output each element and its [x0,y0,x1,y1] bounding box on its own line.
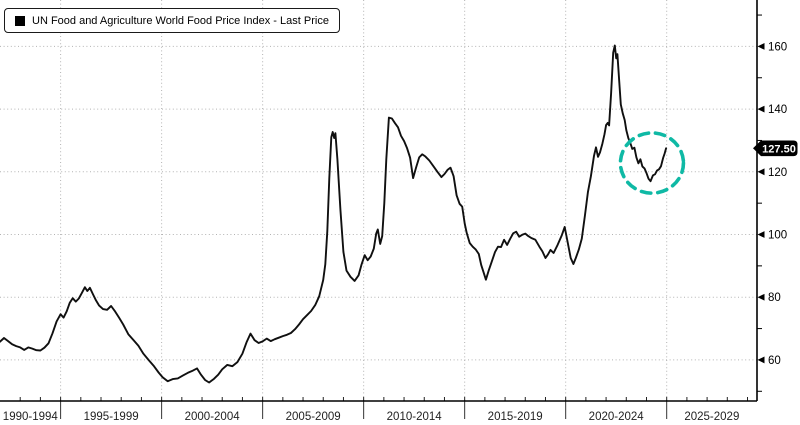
x-axis-block-label: 2015-2019 [488,411,543,423]
x-axis-block-label: 1990-1994 [3,411,59,423]
price-line-series [0,44,668,384]
x-axis-block-label: 2005-2009 [286,411,341,423]
y-tick-arrow-icon [757,43,765,50]
legend[interactable]: UN Food and Agriculture World Food Price… [4,8,340,33]
legend-label: UN Food and Agriculture World Food Price… [32,14,329,27]
y-tick-arrow-icon [757,293,765,301]
y-axis-tick-label: 80 [768,292,781,304]
x-axis-block-label: 2000-2004 [185,411,241,423]
x-axis-block-label: 1995-1999 [84,411,139,423]
y-tick-arrow-icon [757,356,765,364]
highlight-circle-annotation [618,131,686,195]
y-axis-tick-label: 120 [768,167,787,179]
y-axis-tick-label: 160 [768,41,787,53]
x-axis-block-label: 2020-2024 [589,411,645,423]
y-axis-tick-label: 140 [768,104,787,116]
y-axis-tick-label: 60 [768,355,781,367]
last-price-flag [753,140,798,157]
y-tick-arrow-icon [757,168,765,176]
x-axis-block-label: 2010-2014 [387,411,443,423]
last-price-flag-label: 127.50 [762,143,796,155]
y-tick-arrow-icon [757,105,765,113]
x-axis-block-label: 2025-2029 [684,411,739,423]
y-tick-arrow-icon [757,231,765,238]
legend-series-marker-icon [15,15,25,26]
y-axis-tick-label: 100 [768,230,787,242]
